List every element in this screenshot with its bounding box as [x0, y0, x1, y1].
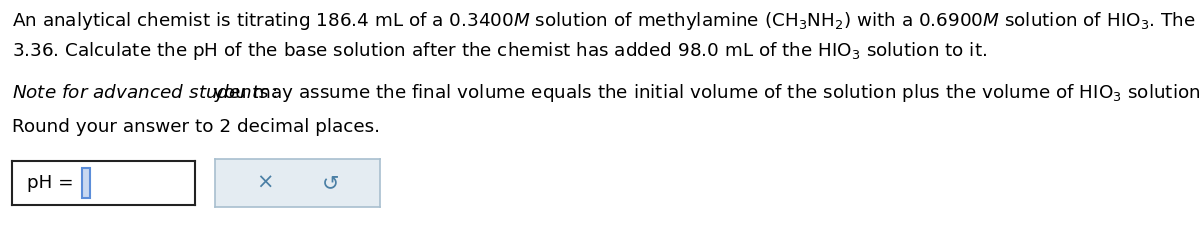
FancyBboxPatch shape: [209, 158, 386, 208]
Text: ×: ×: [256, 173, 274, 193]
Text: pH =: pH =: [26, 174, 79, 192]
Text: An analytical chemist is titrating 186.4 mL of a 0.3400$\it{M}$ solution of meth: An analytical chemist is titrating 186.4…: [12, 10, 1200, 32]
FancyBboxPatch shape: [82, 168, 90, 198]
Text: you may assume the final volume equals the initial volume of the solution plus t: you may assume the final volume equals t…: [206, 82, 1200, 104]
Text: ↺: ↺: [322, 173, 340, 193]
Text: Round your answer to 2 decimal places.: Round your answer to 2 decimal places.: [12, 118, 380, 136]
Text: $\it{Note\ for\ advanced\ students:}$: $\it{Note\ for\ advanced\ students:}$: [12, 84, 278, 102]
Text: 3.36. Calculate the pH of the base solution after the chemist has added 98.0 mL : 3.36. Calculate the pH of the base solut…: [12, 40, 988, 62]
